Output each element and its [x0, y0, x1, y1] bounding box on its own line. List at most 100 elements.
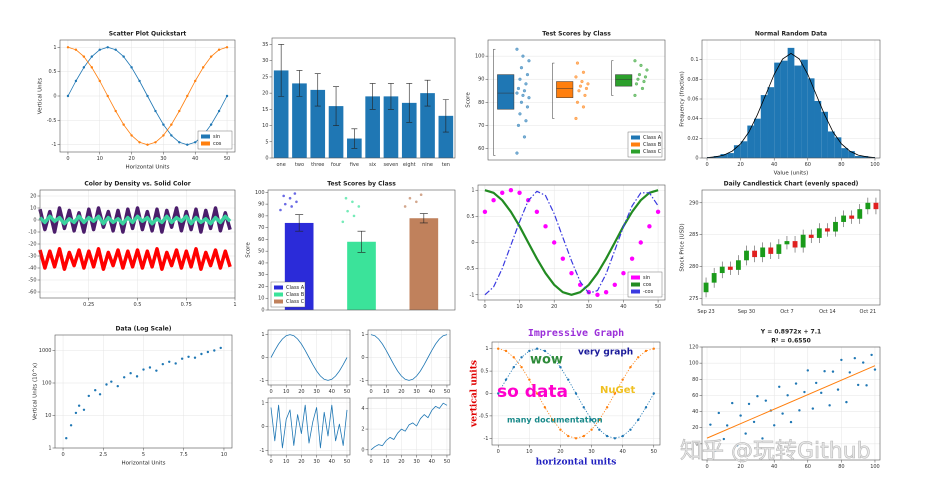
y-axis-label: Score — [246, 242, 252, 258]
chart-title: Scatter Plot Quickstart — [109, 31, 187, 38]
y-axis-label: Vertical Units (10^x) — [33, 363, 39, 420]
watermark: 知乎 @玩转Github — [680, 439, 871, 464]
x-tick-label: 80 — [838, 464, 844, 470]
error-bar — [406, 83, 413, 123]
marker — [217, 48, 221, 51]
candle — [792, 241, 798, 248]
point — [105, 383, 108, 386]
point — [351, 200, 354, 204]
x-tick-label: 20 — [737, 162, 743, 168]
marker — [90, 55, 94, 58]
point — [642, 79, 646, 84]
hist-bar — [787, 47, 795, 158]
x-tick-label: 0 — [61, 452, 64, 458]
y-tick-label: 0 — [53, 94, 56, 100]
x-tick-label: 40 — [620, 304, 626, 310]
legend-label: -cos — [643, 289, 654, 295]
marker — [629, 428, 632, 431]
hist-bar — [834, 137, 842, 158]
point — [515, 47, 519, 51]
box — [615, 74, 633, 87]
plot-frame — [267, 329, 351, 386]
marker — [194, 141, 197, 144]
x-tick-label: 100 — [870, 162, 880, 168]
y-tick-label: 275 — [689, 296, 699, 302]
plot-frame — [477, 184, 666, 301]
y-tick-label: 50 — [258, 249, 264, 255]
y-tick-label: 1 — [261, 400, 264, 406]
hist-bar — [747, 125, 755, 158]
x-tick-label: five — [350, 162, 359, 168]
plot-frame — [54, 334, 233, 449]
hist-bar — [841, 148, 849, 158]
y-tick-label: -0.5 — [47, 118, 57, 124]
x-tick-label: 50 — [224, 156, 230, 162]
hist-bar — [733, 145, 741, 158]
x-tick-label: Oct 21 — [860, 309, 877, 315]
marker — [225, 94, 229, 98]
point — [637, 73, 642, 77]
plot-frame — [267, 189, 456, 311]
y-tick-label: 70 — [258, 225, 264, 231]
marker — [146, 143, 149, 146]
point — [525, 73, 530, 77]
point — [865, 384, 868, 387]
y-tick-label: -50 — [28, 278, 36, 284]
marker — [638, 240, 643, 245]
marker — [637, 418, 640, 422]
y-tick-label: -1 — [484, 436, 489, 442]
y-tick-label: 0.08 — [687, 77, 698, 83]
legend-swatch — [631, 275, 640, 280]
marker — [162, 134, 165, 137]
point — [74, 411, 78, 415]
point — [794, 382, 798, 385]
y-tick-label: 100 — [475, 54, 485, 60]
marker — [569, 271, 574, 276]
marker — [535, 392, 539, 395]
point — [831, 370, 835, 373]
y-tick-label: 0 — [485, 391, 488, 397]
marker — [551, 418, 554, 422]
marker — [543, 406, 547, 409]
point — [518, 112, 522, 116]
point — [206, 350, 210, 354]
hist-bar — [848, 151, 855, 158]
y-tick-label: 70 — [478, 123, 484, 129]
y-tick-label: -20 — [28, 242, 36, 248]
marker — [551, 356, 554, 359]
y-tick-label: 20 — [692, 425, 698, 431]
hist-bar — [727, 153, 734, 158]
y-tick-label: -0.5 — [479, 413, 489, 419]
x-tick-label: 40 — [429, 459, 435, 465]
annotation: very graph — [578, 348, 633, 358]
bar — [420, 93, 435, 158]
x-tick-label: 10 — [283, 389, 289, 395]
hist-bar — [740, 141, 748, 158]
marker — [517, 190, 522, 195]
point — [168, 360, 171, 363]
marker — [146, 94, 149, 98]
marker — [209, 123, 213, 126]
y-tick-label: -1 — [360, 378, 365, 384]
x-tick-label: 30 — [413, 389, 419, 395]
point — [764, 399, 768, 402]
y-tick-label: 4 — [361, 406, 364, 412]
x-tick-label: 100 — [870, 464, 880, 470]
y-tick-label: -30 — [28, 254, 36, 260]
legend-label: cos — [213, 141, 222, 147]
error-bar — [314, 73, 321, 107]
point — [200, 352, 203, 356]
point — [129, 372, 132, 375]
y-tick-label: 0 — [261, 424, 264, 430]
x-tick-label: 40 — [771, 162, 777, 168]
y-tick-label: 80 — [692, 377, 698, 383]
x-tick-label: 0 — [705, 464, 708, 470]
marker — [122, 55, 125, 58]
marker — [559, 428, 562, 431]
point — [110, 380, 113, 383]
y-tick-label: 1 — [261, 332, 264, 338]
point — [773, 424, 776, 427]
x-tick-label: 50 — [344, 389, 350, 395]
y-tick-label: 1 — [53, 45, 56, 51]
marker — [74, 79, 78, 83]
